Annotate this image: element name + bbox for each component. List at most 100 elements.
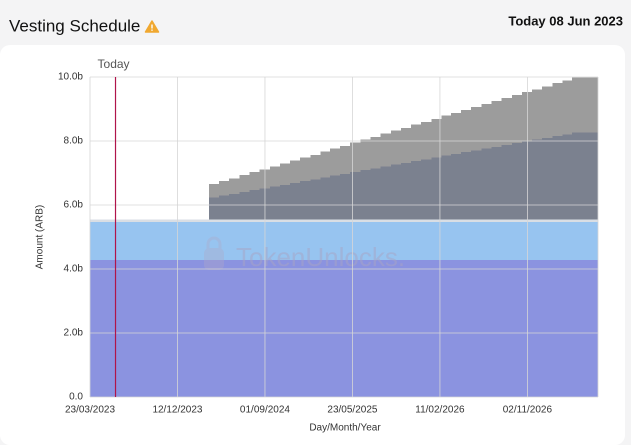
area-step [329, 260, 341, 397]
area-step [360, 260, 371, 397]
area-step [290, 221, 301, 261]
area-step [552, 260, 563, 397]
area-step [229, 260, 240, 397]
area-step [471, 219, 482, 222]
area-step [269, 186, 280, 220]
area-step [511, 260, 522, 397]
area-step [562, 221, 572, 261]
area-step [290, 219, 301, 222]
area-step [249, 172, 260, 190]
area-step [521, 219, 533, 222]
area-step [491, 101, 502, 147]
area-step [441, 260, 451, 397]
area-step [532, 89, 542, 140]
area-step [441, 155, 451, 220]
area-step [380, 260, 391, 397]
area-step [340, 221, 351, 261]
area-step [380, 221, 391, 261]
area-step [441, 219, 451, 222]
area-step [370, 221, 381, 261]
area-step [310, 179, 321, 220]
area-step [360, 139, 371, 171]
area-step [360, 219, 371, 222]
area-step [400, 127, 412, 164]
area-step [491, 221, 502, 261]
area-step [400, 163, 412, 220]
x-tick-label: 23/03/2023 [65, 405, 115, 416]
area-step [360, 221, 371, 261]
area-step [300, 157, 311, 181]
area-step [219, 181, 230, 196]
area-step [239, 221, 250, 261]
area-step [310, 221, 321, 261]
area-step [219, 260, 230, 397]
area-step [208, 260, 220, 397]
area-step [552, 135, 563, 220]
area-step [421, 159, 432, 220]
area-step [219, 219, 230, 222]
area-step [411, 219, 422, 222]
area-step [320, 221, 330, 261]
area-step [461, 221, 472, 261]
today-label: Today [98, 57, 130, 71]
x-tick-label: 11/02/2026 [415, 405, 465, 416]
area-step [541, 221, 553, 261]
area-step [511, 143, 522, 220]
area-step [290, 260, 301, 397]
y-tick-label: 6.0b [64, 200, 84, 211]
area-step [350, 219, 361, 222]
area-step [229, 178, 240, 194]
area-step [481, 104, 492, 149]
area-step [571, 132, 598, 220]
area-step [350, 142, 361, 173]
area-step [370, 260, 381, 397]
area-step [380, 166, 391, 220]
area-step [411, 124, 422, 162]
watermark-text: TokenUnlocks. [236, 242, 405, 272]
area-step [532, 219, 542, 222]
area-step [340, 219, 351, 222]
area-step [249, 260, 260, 397]
area-step [269, 260, 280, 397]
y-tick-label: 4.0b [64, 264, 84, 275]
area-step [320, 177, 330, 220]
area-step [541, 219, 553, 222]
x-tick-label: 02/11/2026 [503, 405, 553, 416]
area-step [300, 181, 311, 220]
area-step [269, 219, 280, 222]
area-step [481, 221, 492, 261]
area-step [471, 260, 482, 397]
watermark [204, 236, 224, 270]
area-step [571, 260, 598, 397]
area-step [571, 221, 598, 261]
y-axis-title: Amount (ARB) [35, 205, 46, 269]
area-step [310, 219, 321, 222]
area-step [300, 219, 311, 222]
area-step [521, 141, 533, 220]
area-step [411, 161, 422, 220]
area-step [390, 219, 401, 222]
area-step [511, 221, 522, 261]
area-step [390, 260, 401, 397]
area-step [552, 221, 563, 261]
area-step [431, 260, 442, 397]
area-step [501, 260, 512, 397]
today-date: Today 08 Jun 2023 [508, 13, 623, 28]
area-step [441, 221, 451, 261]
area-step [521, 221, 533, 261]
area-step [571, 219, 598, 222]
area-step [521, 260, 533, 397]
y-tick-label: 2.0b [64, 328, 84, 339]
x-tick-label: 12/12/2023 [152, 405, 202, 416]
area-step [562, 260, 572, 397]
page-title: Vesting Schedule [9, 16, 140, 35]
area-step [90, 260, 209, 397]
area-step [239, 191, 250, 220]
area-step [521, 92, 533, 142]
y-tick-label: 10.0b [58, 72, 83, 83]
area-step [279, 260, 291, 397]
area-step [552, 83, 563, 136]
area-step [421, 219, 432, 222]
area-step [208, 197, 220, 220]
